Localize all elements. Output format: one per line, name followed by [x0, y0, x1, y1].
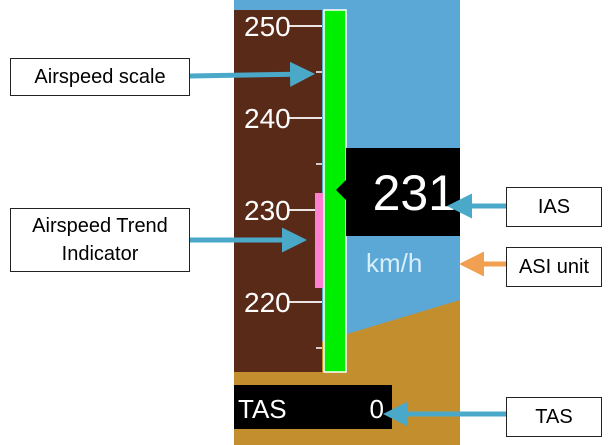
scale-label-220: 220	[244, 287, 291, 318]
tas-readout-box	[234, 385, 392, 429]
callout-asi-unit: ASI unit	[506, 247, 602, 287]
ias-value: 231	[373, 165, 456, 221]
callout-airspeed-scale: Airspeed scale	[10, 58, 190, 96]
callout-tas-text: TAS	[535, 406, 573, 428]
callout-tas: TAS	[506, 397, 602, 437]
callout-trend-line2: Indicator	[61, 243, 139, 265]
callout-airspeed-scale-text: Airspeed scale	[34, 66, 166, 88]
tas-value: 0	[370, 394, 384, 424]
callout-trend-line1: Airspeed Trend	[32, 215, 168, 237]
scale-label-240: 240	[244, 103, 291, 134]
asi-unit-label: km/h	[366, 248, 422, 278]
callout-airspeed-trend-indicator: Airspeed Trend Indicator	[10, 208, 190, 272]
airspeed-trend-bar	[315, 193, 323, 288]
scale-label-250: 250	[244, 11, 291, 42]
callout-ias: IAS	[506, 187, 602, 227]
tas-label: TAS	[238, 394, 287, 424]
scale-label-230: 230	[244, 195, 291, 226]
ias-readout-box	[336, 148, 460, 236]
callout-ias-text: IAS	[537, 196, 571, 218]
major-ticks	[288, 25, 322, 303]
airspeed-scale-arrow	[189, 61, 315, 87]
callout-asi-unit-text: ASI unit	[518, 256, 590, 278]
